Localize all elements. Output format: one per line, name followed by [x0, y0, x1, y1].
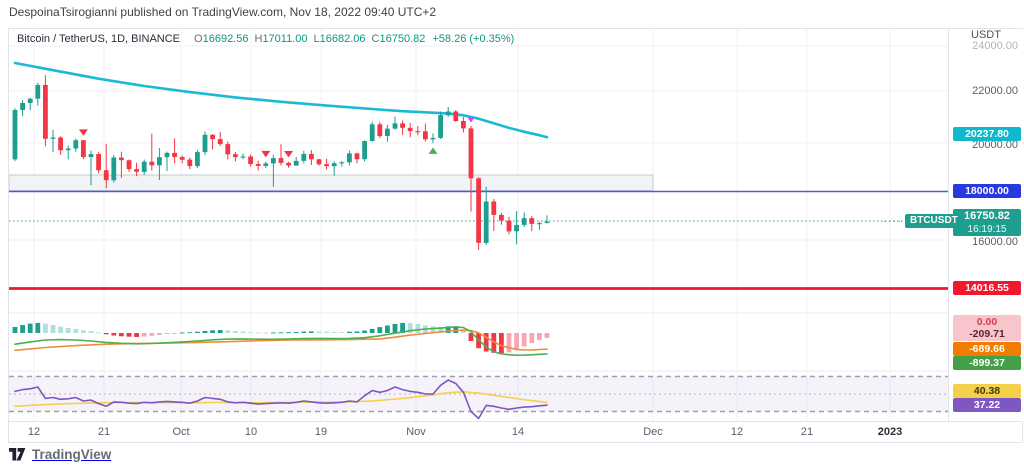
- time-axis-label: 19: [314, 426, 328, 438]
- symbol-legend: Bitcoin / TetherUS, 1D, BINANCE O16692.56…: [17, 33, 514, 45]
- time-axis-label: Oct: [172, 426, 190, 438]
- ohlc-close-label: C: [371, 33, 380, 45]
- current-price-tag: ···· BTCUSDT: [883, 214, 963, 228]
- price-axis-currency: USDT: [971, 29, 1001, 41]
- ohlc-close-value: 16750.82: [379, 33, 426, 45]
- time-axis-label: 21: [97, 426, 111, 438]
- time-axis-label: 14: [511, 426, 525, 438]
- price-axis-badge: 14016.55: [953, 281, 1021, 295]
- attribution-text: DespoinaTsirogianni published on Trading…: [9, 5, 437, 19]
- symbol-tag: BTCUSDT: [905, 214, 963, 228]
- current-price-value: 16750.82: [964, 210, 1010, 222]
- price-axis-badge: 18000.00: [953, 184, 1021, 198]
- price-axis-badge: -899.37: [953, 356, 1021, 370]
- tradingview-icon: [9, 448, 26, 461]
- price-axis-label: 20000.00: [972, 139, 1018, 151]
- ohlc-low-label: L: [313, 33, 320, 45]
- tradingview-logo-link[interactable]: TradingView: [9, 447, 111, 462]
- symbol-title: Bitcoin / TetherUS, 1D, BINANCE: [17, 33, 181, 45]
- ohlc-open-value: 16692.56: [202, 33, 249, 45]
- price-axis-label: 22000.00: [972, 85, 1018, 97]
- current-price-badge: 16750.82 16:19:15: [953, 209, 1021, 236]
- ohlc-high-value: 17011.00: [262, 33, 308, 45]
- ohlc-open-label: O: [194, 33, 203, 45]
- time-axis-label: 2023: [877, 426, 903, 438]
- price-axis-badge: 0.00: [953, 315, 1021, 329]
- change-value: +58.26 (+0.35%): [432, 33, 515, 45]
- ohlc-low-value: 16682.06: [319, 33, 366, 45]
- current-price-time: 16:19:15: [967, 224, 1007, 235]
- time-axis-label: 12: [27, 426, 41, 438]
- time-axis[interactable]: 12 21 Oct 10 19 Nov 14 Dec 12 21 2023: [9, 421, 1022, 442]
- ohlc-high-label: H: [254, 33, 263, 45]
- time-axis-label: Nov: [406, 426, 426, 438]
- price-line-dots-icon: ····: [883, 216, 903, 226]
- time-axis-label: 12: [730, 426, 744, 438]
- tradingview-wordmark: TradingView: [32, 447, 112, 462]
- time-axis-label: Dec: [643, 426, 663, 438]
- price-axis-badge: 37.22: [953, 398, 1021, 412]
- price-axis-badge: 40.38: [953, 384, 1021, 398]
- price-axis-badge: 20237.80: [953, 127, 1021, 141]
- price-axis-badge: -689.66: [953, 342, 1021, 356]
- time-axis-label: 21: [800, 426, 814, 438]
- price-axis-badge: -209.71: [953, 327, 1021, 341]
- time-axis-label: 10: [244, 426, 258, 438]
- price-axis-label: 24000.00: [972, 40, 1018, 52]
- price-axis-label: 16000.00: [972, 236, 1018, 248]
- chart-canvas[interactable]: [9, 29, 949, 421]
- chart-frame: Bitcoin / TetherUS, 1D, BINANCE O16692.56…: [8, 28, 1023, 443]
